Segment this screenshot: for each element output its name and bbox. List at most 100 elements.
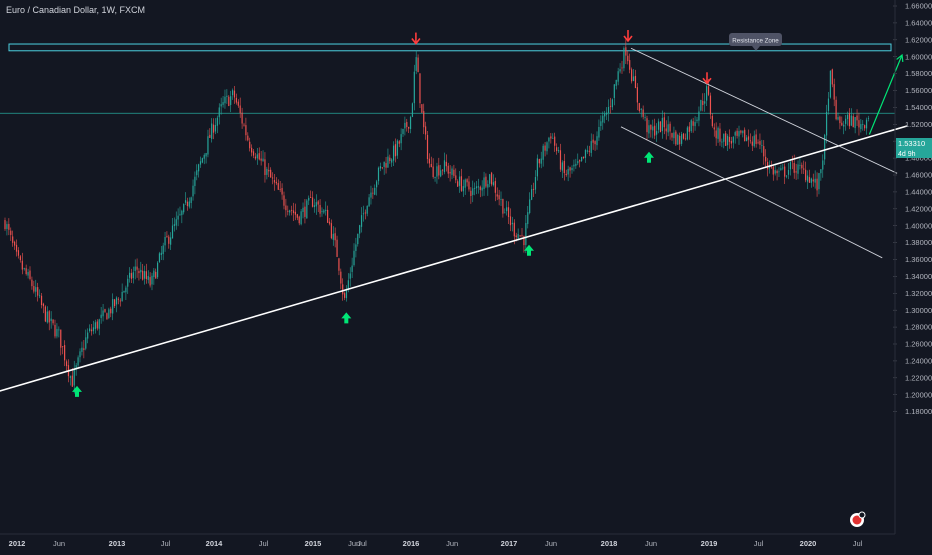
candle-body: [8, 223, 10, 230]
candle-body: [402, 128, 404, 134]
candle-body: [153, 270, 155, 278]
candle-body: [44, 306, 46, 322]
candle-body: [507, 207, 510, 218]
candle-body: [504, 212, 506, 214]
candle-body: [782, 167, 784, 169]
candle-body: [440, 170, 442, 177]
candle-body: [582, 156, 585, 159]
channel-upper-line: [630, 47, 898, 174]
candle-body: [199, 161, 202, 165]
candle-body: [396, 140, 398, 156]
candle-body: [138, 271, 140, 274]
candle-body: [757, 142, 759, 144]
candle-body: [588, 150, 590, 152]
resistance-zone: [8, 43, 892, 52]
candle-body: [592, 139, 594, 143]
candle-body: [81, 347, 83, 352]
candle-body: [256, 154, 258, 159]
candle-body: [48, 311, 50, 323]
candle-body: [561, 162, 563, 171]
candle-body: [795, 171, 797, 173]
x-tick-label: Jul: [853, 539, 863, 548]
candle-body: [364, 212, 366, 214]
candle-body: [854, 117, 856, 129]
candle-body: [98, 319, 100, 329]
candle-body: [596, 136, 598, 146]
candle-body: [455, 175, 457, 181]
x-tick-label: 2012: [9, 539, 26, 548]
candle-body: [102, 310, 104, 317]
candle-body: [867, 118, 870, 120]
candle-body: [343, 293, 346, 298]
candle-body: [323, 210, 325, 213]
candle-body: [241, 112, 243, 124]
candle-body: [831, 69, 833, 85]
candle-body: [362, 213, 365, 215]
candle-body: [190, 197, 192, 204]
candle-body: [858, 120, 860, 128]
candle-body: [108, 309, 110, 318]
candle-body: [536, 158, 538, 177]
candle-body: [805, 169, 807, 181]
candle-body: [436, 166, 438, 177]
red-down-arrow-icon: [623, 30, 633, 43]
candle-body: [370, 192, 372, 198]
candle-body: [308, 197, 310, 201]
y-tick-label: 1.42000: [905, 204, 932, 213]
candle-body: [747, 136, 750, 140]
candle-body: [657, 121, 660, 130]
candle-body: [164, 236, 166, 246]
x-tick-label: Jul: [161, 539, 171, 548]
candle-body: [623, 48, 625, 69]
candle-body: [411, 103, 414, 117]
candle-body: [684, 138, 687, 140]
symbol-title: Euro / Canadian Dollar, 1W, FXCM: [6, 5, 146, 15]
candle-body: [700, 99, 702, 111]
candle-body: [607, 107, 610, 114]
candle-body: [500, 199, 502, 200]
candle-body: [848, 113, 851, 127]
candle-body: [4, 220, 6, 230]
candle-body: [679, 135, 681, 145]
green-up-arrow-icon: [644, 151, 654, 163]
candle-body: [629, 60, 631, 70]
candle-body: [127, 278, 129, 287]
y-tick-label: 1.66000: [905, 2, 932, 11]
candle-body: [617, 71, 619, 82]
candle-body: [228, 96, 230, 106]
candle-body: [79, 351, 81, 358]
candle-body: [19, 256, 21, 261]
candle-body: [776, 170, 778, 174]
candle-body: [742, 130, 744, 134]
candle-body: [77, 357, 79, 366]
candle-body: [704, 101, 706, 104]
candle-body: [50, 318, 52, 322]
candle-body: [519, 235, 521, 237]
candle-body: [845, 118, 847, 124]
candle-body: [372, 192, 374, 194]
x-tick-label: 2018: [601, 539, 618, 548]
candle-body: [730, 141, 732, 144]
resistance-zone-label-box: [729, 33, 782, 46]
candle-body: [317, 201, 319, 205]
candle-body: [434, 176, 436, 178]
candle-body: [707, 86, 710, 95]
candle-body: [732, 136, 734, 143]
candle-body: [569, 167, 571, 171]
candle-body: [573, 164, 575, 167]
candle-body: [162, 245, 164, 255]
candle-body: [791, 160, 793, 162]
candle-body: [534, 176, 537, 190]
candle-body: [715, 130, 717, 139]
candle-body: [203, 154, 205, 159]
candle-body: [106, 313, 108, 320]
candle-body: [489, 174, 491, 184]
candle-body: [531, 189, 533, 200]
candle-body: [814, 178, 816, 183]
candle-body: [179, 213, 181, 215]
candle-body: [321, 211, 323, 213]
candle-body: [270, 169, 272, 178]
candle-body: [145, 271, 147, 280]
